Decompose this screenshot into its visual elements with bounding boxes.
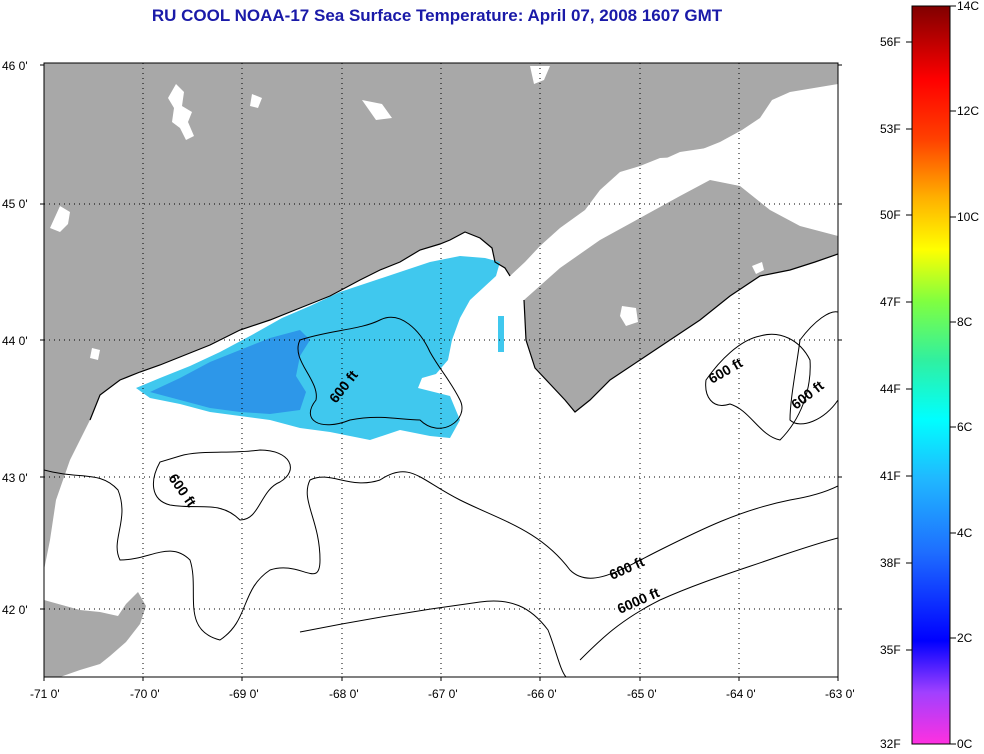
lon-label: -70 0' (130, 687, 160, 701)
colorbar-f-label: 38F (880, 556, 901, 570)
lon-label: -68 0' (329, 687, 359, 701)
contour-6000ft (299, 600, 567, 677)
lake (168, 84, 194, 140)
land-cape-cod (44, 592, 146, 677)
colorbar (911, 5, 951, 745)
lat-label: 42 0' (2, 603, 28, 617)
coastline (89, 231, 511, 421)
colorbar-f-label: 53F (880, 122, 901, 136)
lon-label: -65 0' (627, 687, 657, 701)
lake (620, 306, 638, 326)
lat-label: 46 0' (2, 59, 28, 73)
axis-ticks (40, 64, 842, 681)
colorbar-c-label: 4C (957, 526, 973, 540)
lat-label: 43 0' (2, 471, 28, 485)
colorbar-ticks (906, 5, 956, 745)
land-nova-scotia (524, 180, 838, 412)
lake (50, 206, 70, 232)
colorbar-c-label: 10C (957, 210, 979, 224)
contour-600ft (297, 316, 463, 429)
lake (530, 66, 550, 84)
lat-label: 44 0' (2, 334, 28, 348)
lon-label: -69 0' (229, 687, 259, 701)
lon-label: -64 0' (726, 687, 756, 701)
lon-label: -66 0' (527, 687, 557, 701)
colorbar-f-label: 44F (880, 382, 901, 396)
colorbar-f-label: 41F (880, 469, 901, 483)
contour-600ft (44, 469, 838, 641)
colorbar-c-label: 14C (957, 0, 979, 13)
lat-label: 45 0' (2, 197, 28, 211)
contour-600ft (789, 311, 838, 425)
colorbar-c-label: 0C (957, 737, 973, 751)
colorbar-c-label: 12C (957, 104, 979, 118)
contour-600ft (152, 449, 291, 521)
colorbar-f-label: 32F (880, 737, 901, 751)
sst-cold-patch (150, 330, 310, 414)
land-mainland (44, 63, 838, 570)
colorbar-f-label: 35F (880, 643, 901, 657)
lake (90, 348, 100, 360)
lon-label: -67 0' (428, 687, 458, 701)
lake (752, 262, 764, 274)
colorbar-c-label: 8C (957, 315, 973, 329)
colorbar-c-label: 2C (957, 631, 973, 645)
lon-label: -71 0' (30, 687, 60, 701)
colorbar-f-label: 50F (880, 208, 901, 222)
lake (362, 100, 392, 120)
colorbar-f-label: 47F (880, 295, 901, 309)
colorbar-f-label: 56F (880, 35, 901, 49)
coastline (523, 253, 838, 413)
contour-6000ft (579, 537, 838, 661)
sst-patch (498, 316, 504, 352)
colorbar-c-label: 6C (957, 420, 973, 434)
map-title: RU COOL NOAA-17 Sea Surface Temperature:… (151, 6, 723, 25)
lake (250, 94, 262, 108)
contour-600ft (705, 333, 811, 441)
lon-label: -63 0' (825, 687, 855, 701)
